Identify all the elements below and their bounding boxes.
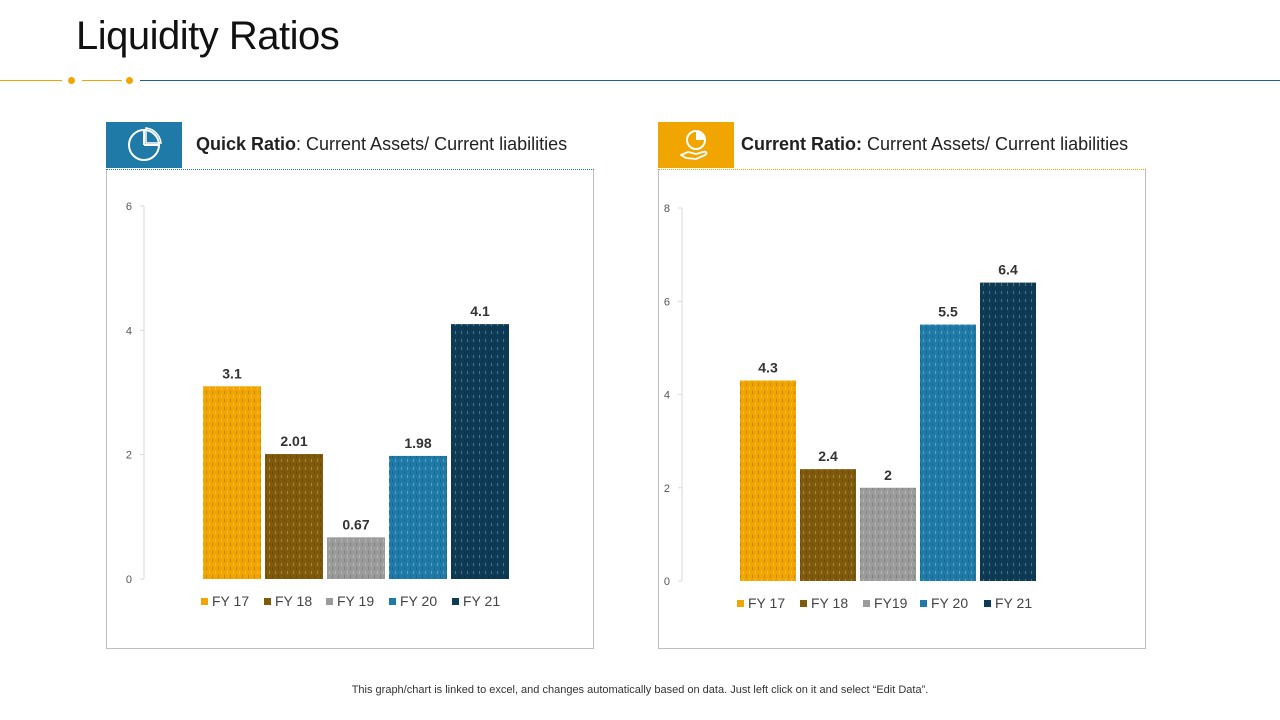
legend-swatch [737,600,744,607]
legend-swatch [201,598,208,605]
page-title: Liquidity Ratios [76,14,340,58]
quick-ratio-icon-box [106,122,182,168]
data-label: 6.4 [998,262,1018,278]
divider-dot [126,77,133,84]
current-ratio-panel: Current Ratio: Current Assets/ Current l… [658,122,1148,650]
hand-chart-icon [680,130,708,160]
y-tick-label: 0 [664,576,670,588]
y-tick-label: 2 [664,483,670,495]
data-label: 2.01 [280,433,307,449]
quick-ratio-chart-frame [106,170,594,649]
y-tick-label: 8 [664,203,670,215]
bar-fy21[interactable] [980,282,1036,581]
bar-fy17[interactable] [740,380,796,581]
legend-label[interactable]: FY 20 [931,595,968,611]
y-tick-label: 0 [126,574,132,586]
current-ratio-top-border [658,169,1146,170]
data-label: 4.1 [470,303,490,319]
bar-fy20[interactable] [920,324,976,581]
bar-fy19[interactable] [327,537,385,579]
y-tick-label: 4 [126,325,132,337]
y-tick-label: 6 [126,201,132,213]
legend-label[interactable]: FY 19 [337,593,374,609]
current-ratio-heading-bold: Current Ratio: [741,134,862,154]
data-label: 2.4 [818,448,838,464]
data-label: 5.5 [938,304,958,320]
y-tick-label: 6 [664,296,670,308]
y-tick-label: 4 [664,390,670,402]
quick-ratio-panel: Quick Ratio: Current Assets/ Current lia… [106,122,596,650]
y-tick-label: 2 [126,450,132,462]
legend-swatch [326,598,333,605]
data-label: 4.3 [758,360,778,376]
quick-ratio-heading-rest: : Current Assets/ Current liabilities [296,134,568,154]
legend-swatch [800,600,807,607]
data-label: 0.67 [342,516,369,532]
current-ratio-chart-frame [658,170,1146,649]
divider-segment [140,80,1280,81]
data-label: 3.1 [222,365,242,381]
current-ratio-chart[interactable]: 0 2 4 6 8 4.3 2.4 2 5.5 6.4 FY 17 FY 18 FY19 FY 20 FY … [658,170,1146,649]
legend-swatch [984,600,991,607]
quick-ratio-chart[interactable]: 0 2 4 6 3.1 2.01 0.67 1.98 4.1 FY 17 FY 18 FY 19 FY … [106,170,594,649]
bar-fy20[interactable] [389,455,447,579]
legend-label[interactable]: FY 21 [995,595,1032,611]
legend-swatch [452,598,459,605]
legend-label[interactable]: FY 18 [275,593,312,609]
bar-fy18[interactable] [265,454,323,579]
legend-label[interactable]: FY 17 [212,593,249,609]
header-divider [0,77,1280,84]
quick-ratio-heading: Quick Ratio: Current Assets/ Current lia… [196,134,567,155]
bar-fy21[interactable] [451,324,509,579]
divider-segment [82,80,122,81]
legend-label[interactable]: FY 18 [811,595,848,611]
data-label: 2 [884,467,892,483]
data-label: 1.98 [404,435,431,451]
divider-dot [68,77,75,84]
quick-ratio-top-border [106,169,594,170]
legend-swatch [863,600,870,607]
bar-fy18[interactable] [800,469,856,581]
bar-fy19[interactable] [860,487,916,581]
bar-fy17[interactable] [203,386,261,579]
divider-segment [0,80,62,81]
footer-note: This graph/chart is linked to excel, and… [351,684,929,696]
legend-label[interactable]: FY19 [874,595,908,611]
current-ratio-heading: Current Ratio: Current Assets/ Current l… [741,134,1128,155]
current-ratio-icon-box [658,122,734,168]
legend-swatch [920,600,927,607]
legend-swatch [389,598,396,605]
legend-label[interactable]: FY 20 [400,593,437,609]
legend-label[interactable]: FY 21 [463,593,500,609]
pie-chart-icon [128,127,162,161]
legend-label[interactable]: FY 17 [748,595,785,611]
current-ratio-heading-rest: Current Assets/ Current liabilities [862,134,1129,154]
legend-swatch [264,598,271,605]
quick-ratio-heading-bold: Quick Ratio [196,134,297,154]
